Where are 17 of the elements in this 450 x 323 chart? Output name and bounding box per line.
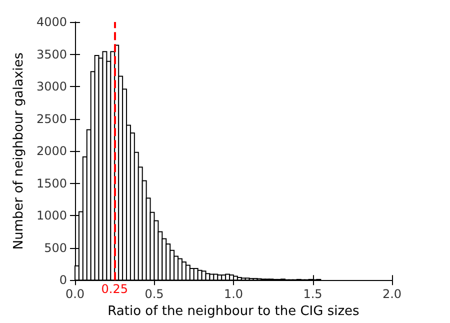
y-axis-title: Number of neighbour galaxies [12,52,27,250]
x-tick-label: 1.0 [224,287,244,302]
y-tick-label: 4000 [36,15,67,29]
y-tick-label: 3500 [36,47,67,62]
ref-line-label: 0.25 [101,282,128,296]
y-tick-label: 2000 [36,144,67,158]
y-tick-label: 2500 [36,112,67,126]
x-tick-label: 0.5 [144,287,164,302]
y-tick-label: 0 [59,273,67,288]
y-tick-label: 3000 [36,80,67,94]
x-tick-label: 0.0 [65,287,85,302]
x-tick-label: 1.5 [303,287,322,302]
y-tick-label: 1000 [36,208,67,223]
x-tick-label: 2.0 [382,287,402,302]
x-axis-title: Ratio of the neighbour to the CIG sizes [108,304,360,319]
y-tick-label: 1500 [36,176,67,190]
y-tick-label: 500 [44,240,67,255]
